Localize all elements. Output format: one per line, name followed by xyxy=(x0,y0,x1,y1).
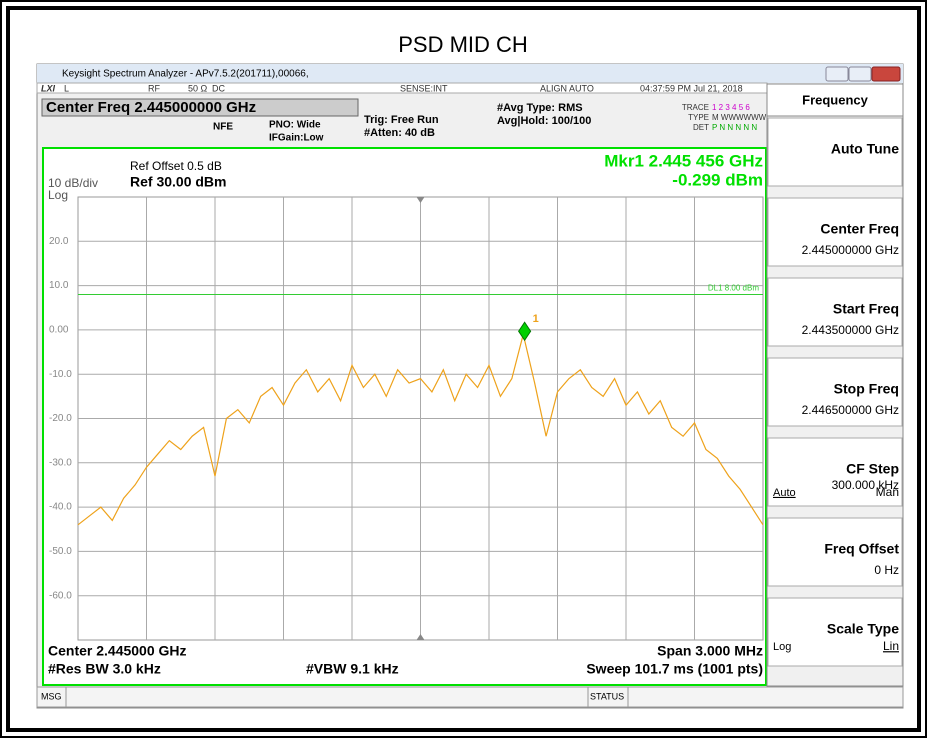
y-tick-label: -10.0 xyxy=(49,369,72,380)
type-value: M WWWWWW xyxy=(712,113,767,122)
y-tick-label: 0.00 xyxy=(49,325,69,336)
softkey-label: Start Freq xyxy=(833,301,899,317)
softkey[interactable] xyxy=(767,117,903,187)
center-freq: Center Freq 2.445000000 GHz xyxy=(46,99,256,116)
plot: 20.0 10.0 0.00 -10.0 -20.0 -30.0 -40.0 -50.0 -60… xyxy=(49,196,764,641)
vbw-label: #VBW 9.1 kHz xyxy=(306,661,399,677)
softkey-label: Auto Tune xyxy=(831,141,899,157)
coupling: DC xyxy=(212,83,225,93)
softkey-value: 0 Hz xyxy=(874,563,899,577)
y-tick-label: -20.0 xyxy=(49,413,72,424)
trace-label: TRACE xyxy=(682,103,709,112)
trace-numbers: 1 2 3 4 5 6 xyxy=(712,103,750,112)
lxi: LXI xyxy=(41,83,56,93)
rbw-label: #Res BW 3.0 kHz xyxy=(48,661,161,677)
softkey[interactable] xyxy=(767,357,903,427)
softkey-label: Freq Offset xyxy=(824,541,899,557)
inner-frame xyxy=(6,6,921,732)
y-tick-label: -40.0 xyxy=(49,502,72,513)
softkey-panel: Frequency Auto Tune Center Freq 2.445000000… xyxy=(766,83,904,687)
atten: #Atten: 40 dB xyxy=(364,127,435,139)
close-button[interactable] xyxy=(871,66,901,82)
scale: 10 dB/div xyxy=(48,176,98,190)
span-label: Span 3.000 MHz xyxy=(657,643,763,659)
y-tick-label: -30.0 xyxy=(49,457,72,468)
window-title: Keysight Spectrum Analyzer - APv7.5.2(20… xyxy=(62,69,309,80)
trace xyxy=(77,334,764,526)
marker xyxy=(518,321,532,342)
softkey-label: Scale Type xyxy=(827,621,899,637)
rf: RF xyxy=(148,83,160,93)
minimize-button[interactable] xyxy=(825,66,849,82)
avg-type: #Avg Type: RMS xyxy=(497,102,583,114)
title-bar xyxy=(37,64,903,83)
marker-number: 1 xyxy=(533,313,539,325)
ref-offset: Ref Offset 0.5 dB xyxy=(130,159,222,173)
impedance: 50 Ω xyxy=(188,83,208,93)
softkey[interactable] xyxy=(767,597,903,667)
status: STATUS xyxy=(590,691,624,701)
status-bar xyxy=(36,686,904,708)
center-indicator xyxy=(416,197,425,203)
softkey[interactable] xyxy=(767,437,903,507)
sense: SENSE:INT xyxy=(400,83,448,93)
softkey[interactable] xyxy=(767,197,903,267)
softkey-value: 2.445000000 GHz xyxy=(802,243,899,257)
type-label: TYPE xyxy=(688,113,709,122)
ifgain: IFGain:Low xyxy=(269,133,324,144)
softkey-label: CF Step xyxy=(846,461,899,477)
sweep-label: Sweep 101.7 ms (1001 pts) xyxy=(586,661,763,677)
center-label: Center 2.445000 GHz xyxy=(48,643,187,659)
center-indicator xyxy=(416,634,425,640)
pno: PNO: Wide xyxy=(269,120,321,131)
softkey-value: 300.000 kHz xyxy=(832,478,899,492)
menu-title-box xyxy=(766,83,904,117)
center-freq-box xyxy=(41,98,359,117)
page-title: PSD MID CH xyxy=(398,32,528,57)
softkey-label: Stop Freq xyxy=(834,381,899,397)
scale-type: Log xyxy=(48,188,68,202)
marker-frequency: Mkr1 2.445 456 GHz xyxy=(604,151,763,170)
softkey-option[interactable]: Lin xyxy=(883,639,899,653)
msg: MSG xyxy=(41,691,62,701)
y-tick-label: -60.0 xyxy=(49,590,72,601)
softkey-value: 2.446500000 GHz xyxy=(802,403,899,417)
time: 04:37:59 PM Jul 21, 2018 xyxy=(640,83,743,93)
det-label: DET xyxy=(693,123,709,132)
softkey-option[interactable]: Log xyxy=(773,641,791,653)
graph-area xyxy=(42,147,767,686)
y-tick-label: -50.0 xyxy=(49,546,72,557)
maximize-button[interactable] xyxy=(848,66,872,82)
y-tick-label: 20.0 xyxy=(49,236,69,247)
marker-amplitude: -0.299 dBm xyxy=(672,170,763,189)
softkey-option[interactable]: Auto xyxy=(773,487,796,499)
softkey[interactable] xyxy=(767,277,903,347)
softkey[interactable] xyxy=(767,517,903,587)
det-value: P N N N N N xyxy=(712,123,757,132)
nfe: NFE xyxy=(213,122,233,133)
display-line-label: DL1 8.00 dBm xyxy=(708,284,759,293)
input-l: L xyxy=(64,83,69,93)
trig: Trig: Free Run xyxy=(364,114,439,126)
ref-level: Ref 30.00 dBm xyxy=(130,174,226,190)
align: ALIGN AUTO xyxy=(540,83,594,93)
softkey-value: 2.443500000 GHz xyxy=(802,323,899,337)
avg-hold: Avg|Hold: 100/100 xyxy=(497,115,591,127)
softkey-option[interactable]: Man xyxy=(876,485,899,499)
softkey-label: Center Freq xyxy=(820,221,899,237)
menu-title: Frequency xyxy=(802,92,869,107)
y-tick-label: 10.0 xyxy=(49,280,69,291)
